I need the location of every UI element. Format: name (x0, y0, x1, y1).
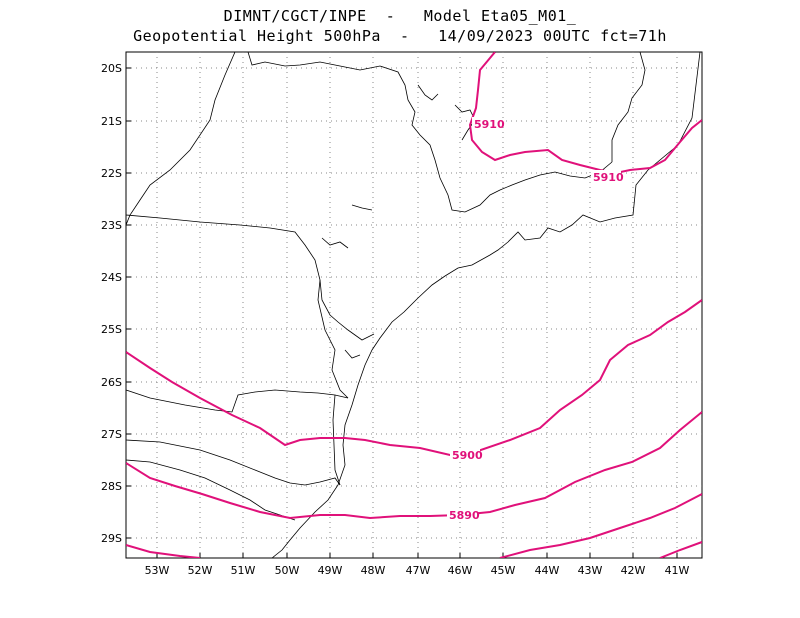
lat-tick-label: 22S (101, 167, 122, 180)
contour-5910-north (468, 52, 702, 175)
lon-tick-label: 49W (318, 564, 343, 577)
lon-tick-label: 48W (361, 564, 386, 577)
sc-rs-divide (332, 394, 341, 486)
map-frame (125, 51, 703, 559)
border-mg-es (611, 52, 646, 162)
lat-tick-label: 28S (101, 480, 122, 493)
chart-title-line2: Geopotential Height 500hPa - 14/09/2023 … (133, 27, 667, 45)
lat-tick-label: 26S (101, 376, 122, 389)
lat-tick-label: 24S (101, 271, 122, 284)
grid (126, 52, 702, 558)
lat-tick-label: 21S (101, 115, 122, 128)
border-sp-mg (247, 52, 613, 213)
contour-5870 (659, 541, 702, 558)
contour-labels: 5910 5910 5900 5890 (447, 117, 624, 522)
lon-tick-label: 42W (621, 564, 646, 577)
lon-tick-label: 41W (665, 564, 690, 577)
contours (126, 52, 702, 558)
lon-tick-label: 52W (188, 564, 213, 577)
lon-tick-label: 44W (535, 564, 560, 577)
lon-tick-label: 47W (406, 564, 431, 577)
contour-5900 (126, 299, 702, 457)
lon-tick-label: 53W (145, 564, 170, 577)
reservoir-4 (321, 237, 349, 249)
border-sp-pr (126, 214, 375, 341)
border-sc-rs (126, 439, 341, 486)
border-pr-west (317, 279, 349, 399)
contour-label-5890: 5890 (449, 509, 480, 522)
border-ms-sp (126, 52, 236, 226)
chart-title-line1: DIMNT/CGCT/INPE - Model Eta05_M01_ (223, 7, 577, 25)
lat-tick-label: 25S (101, 323, 122, 336)
reservoir-5 (344, 349, 361, 359)
coastline-main (271, 52, 701, 558)
coastline (126, 52, 701, 558)
lat-tick-label: 23S (101, 219, 122, 232)
lon-tick-label: 46W (448, 564, 473, 577)
reservoir-1 (417, 84, 439, 101)
reservoir-3 (351, 204, 373, 211)
lon-tick-label: 51W (231, 564, 256, 577)
lat-tick-label: 20S (101, 62, 122, 75)
contour-label-5910-a: 5910 (474, 118, 505, 131)
axis-ticks: 53W 52W 51W 50W 49W 48W 47W 46W 45W 44W 43W 42W 41W 2… (101, 62, 690, 577)
contour-label-5900: 5900 (452, 449, 483, 462)
contour-label-5910-b: 5910 (593, 171, 624, 184)
contour-5890 (126, 411, 702, 520)
border-pr-sc (126, 389, 349, 413)
lon-tick-label: 45W (491, 564, 516, 577)
lat-tick-label: 27S (101, 428, 122, 441)
contour-5880 (126, 493, 702, 558)
lon-tick-label: 43W (578, 564, 603, 577)
lat-tick-label: 29S (101, 532, 122, 545)
border-rs-arg (126, 459, 296, 521)
lon-tick-label: 50W (275, 564, 300, 577)
